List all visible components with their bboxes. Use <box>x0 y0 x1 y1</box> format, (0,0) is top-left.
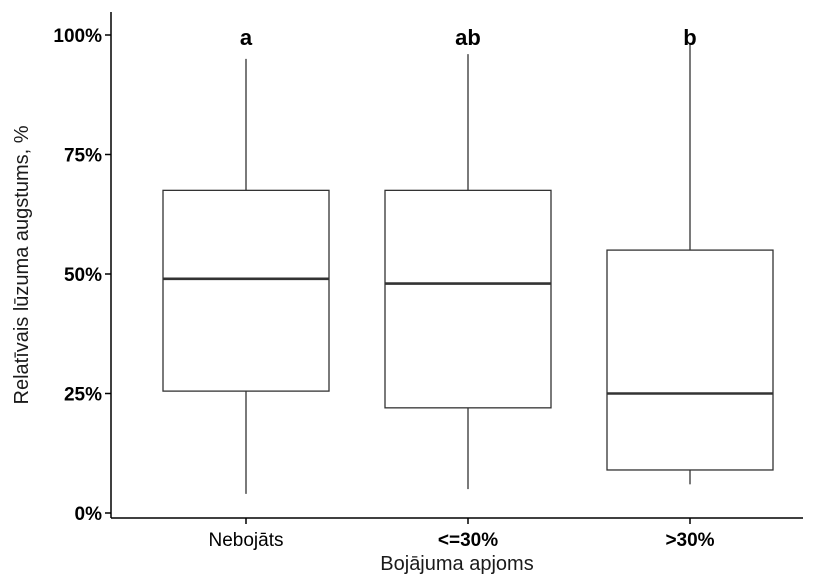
x-tick-label: >30% <box>665 530 714 551</box>
y-tick-label: 100% <box>53 26 102 47</box>
x-tick-label: Nebojāts <box>209 530 284 551</box>
significance-label: ab <box>455 25 481 50</box>
box-group: a <box>162 25 330 494</box>
y-axis-ticks: 0% 25% 50% 75% 100% <box>53 26 111 525</box>
x-axis-title: Bojājuma apjoms <box>380 553 533 575</box>
box-group: ab <box>384 25 552 490</box>
y-tick-label: 25% <box>64 385 102 406</box>
y-tick-label: 0% <box>75 504 103 525</box>
plot-area: a ab b <box>162 25 774 494</box>
x-axis-ticks: Nebojāts <=30% >30% <box>209 518 715 551</box>
significance-label: a <box>240 25 253 50</box>
y-tick-label: 50% <box>64 265 102 286</box>
iqr-box <box>606 249 774 471</box>
significance-label: b <box>683 25 696 50</box>
iqr-box <box>384 189 552 409</box>
y-axis-title: Relatīvais lūzuma augstums, % <box>11 125 33 404</box>
box-group: b <box>606 25 774 485</box>
y-tick-label: 75% <box>64 146 102 167</box>
x-tick-label: <=30% <box>438 530 498 551</box>
iqr-box <box>162 189 330 392</box>
